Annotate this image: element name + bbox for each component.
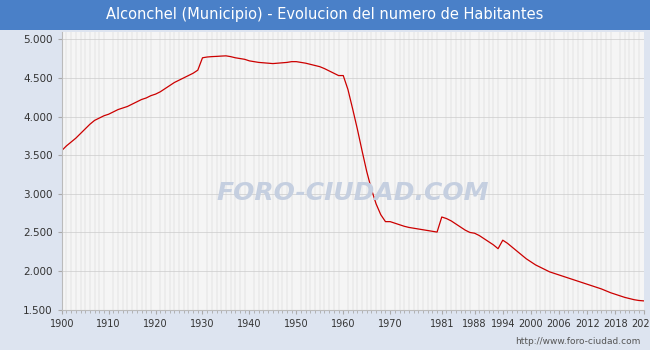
Text: http://www.foro-ciudad.com: http://www.foro-ciudad.com bbox=[515, 337, 640, 346]
Text: FORO-CIUDAD.COM: FORO-CIUDAD.COM bbox=[216, 181, 489, 205]
Text: Alconchel (Municipio) - Evolucion del numero de Habitantes: Alconchel (Municipio) - Evolucion del nu… bbox=[107, 7, 543, 22]
